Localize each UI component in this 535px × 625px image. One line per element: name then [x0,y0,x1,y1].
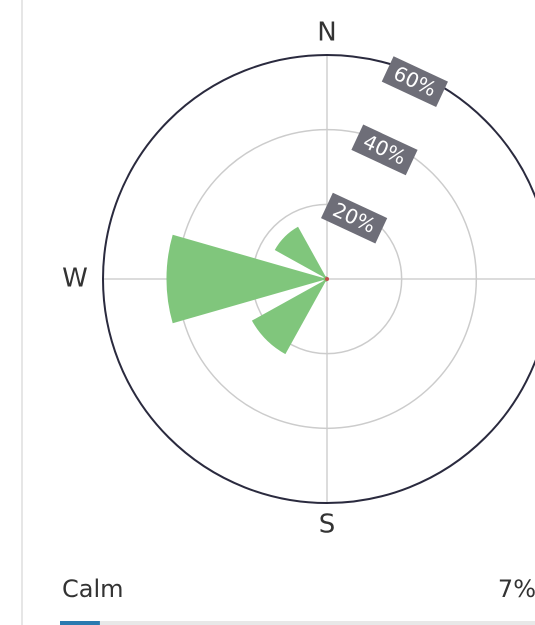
r-tick-box [321,192,388,244]
r-tick: 20% [321,192,388,244]
bar [251,279,327,355]
direction-label: S [319,510,336,540]
calm-label: Calm [62,575,124,603]
r-tick-box [351,124,418,176]
outer-ring [102,54,535,504]
direction-label: N [317,18,336,48]
calm-value: 7% [498,575,535,603]
bar [274,226,327,279]
direction-label: W [62,264,88,294]
r-tick: 40% [351,124,418,176]
bar [166,234,327,324]
r-tick: 60% [381,56,448,108]
center-dot [325,277,329,281]
calm-bar [60,621,100,625]
r-tick-box [381,56,448,108]
calm-track [60,621,535,625]
